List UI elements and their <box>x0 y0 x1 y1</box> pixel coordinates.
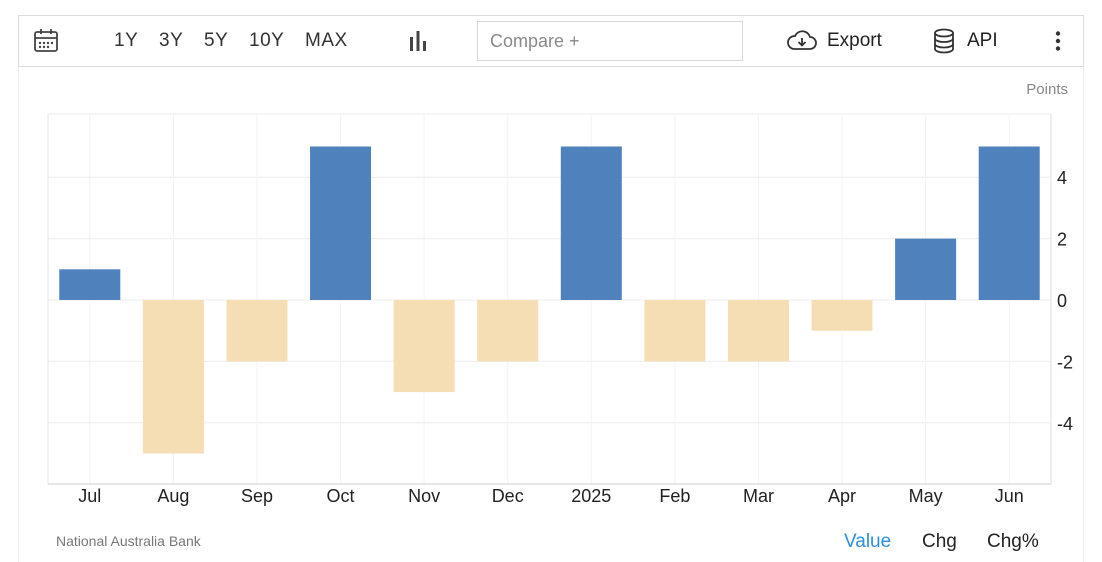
bar-dec[interactable] <box>477 300 539 362</box>
y-tick-label: -4 <box>1057 414 1073 434</box>
cloud-download-icon <box>787 30 817 50</box>
api-button[interactable]: API <box>933 16 998 66</box>
x-axis-labels: Jul Aug Sep Oct Nov Dec 2025 Feb Mar Apr May Jun <box>78 486 1023 506</box>
mode-chg-button[interactable]: Chg <box>922 531 957 552</box>
bar-jul[interactable] <box>59 269 121 300</box>
y-tick-label: -2 <box>1057 352 1073 372</box>
x-tick-label: May <box>909 486 943 506</box>
compare-input[interactable] <box>477 21 743 61</box>
range-1y-button[interactable]: 1Y <box>114 30 139 51</box>
bar-may[interactable] <box>895 238 957 300</box>
bar-apr[interactable] <box>811 300 873 331</box>
more-options-icon[interactable] <box>1055 16 1061 66</box>
mode-chg-pct-button[interactable]: Chg% <box>987 531 1039 552</box>
bar-aug[interactable] <box>142 300 204 454</box>
y-axis-labels: 4 2 0 -2 -4 <box>1057 168 1073 434</box>
bar-oct[interactable] <box>310 146 372 301</box>
x-tick-label: Nov <box>408 486 440 506</box>
chart-area <box>18 67 1084 562</box>
bar-2025[interactable] <box>560 146 622 301</box>
x-tick-label: Dec <box>492 486 524 506</box>
export-label: Export <box>827 30 882 51</box>
x-tick-label: Jun <box>995 486 1024 506</box>
x-tick-label: Oct <box>327 486 355 506</box>
range-5y-button[interactable]: 5Y <box>204 30 229 51</box>
x-tick-label: 2025 <box>571 486 611 506</box>
y-tick-label: 0 <box>1057 291 1067 311</box>
y-tick-label: 2 <box>1057 230 1067 250</box>
database-icon <box>934 28 954 54</box>
y-tick-label: 4 <box>1057 168 1067 188</box>
chart-grid <box>47 113 1052 485</box>
mode-value-button[interactable]: Value <box>844 531 892 552</box>
x-tick-label: Aug <box>157 486 189 506</box>
source-label: National Australia Bank <box>56 533 201 549</box>
x-tick-label: Feb <box>659 486 690 506</box>
units-label: Points <box>1026 81 1068 98</box>
calendar-icon[interactable] <box>33 16 59 66</box>
x-tick-label: Jul <box>78 486 101 506</box>
bar-mar[interactable] <box>727 300 789 362</box>
x-tick-label: Sep <box>241 486 273 506</box>
bar-sep[interactable] <box>226 300 288 362</box>
bar-nov[interactable] <box>393 300 455 393</box>
x-tick-label: Apr <box>828 486 856 506</box>
chart-bars <box>59 146 1040 454</box>
export-button[interactable]: Export <box>786 16 882 66</box>
bar-jun[interactable] <box>978 146 1040 301</box>
range-10y-button[interactable]: 10Y <box>249 30 285 51</box>
x-tick-label: Mar <box>743 486 774 506</box>
bar-feb[interactable] <box>644 300 706 362</box>
range-3y-button[interactable]: 3Y <box>159 30 184 51</box>
chart-toolbar: 1Y 3Y 5Y 10Y MAX Export API <box>18 15 1084 67</box>
range-max-button[interactable]: MAX <box>305 30 348 51</box>
api-label: API <box>967 30 998 51</box>
bar-chart-icon[interactable] <box>407 16 429 66</box>
